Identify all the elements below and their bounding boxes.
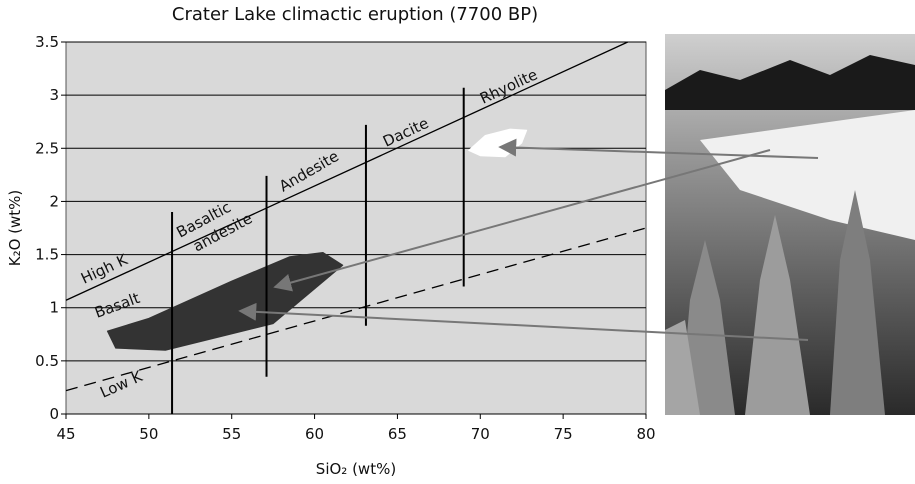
x-tick-label: 75 [554,425,573,443]
y-tick-label: 1 [49,299,59,317]
boundary-line [65,227,647,392]
y-tick-label: 0.5 [35,352,59,370]
y-tick-label: 2 [49,192,59,210]
x-tick-label: 55 [222,425,241,443]
plot-area [65,41,647,415]
y-tick-label: 1.5 [35,246,59,264]
y-tick-label: 3 [49,86,59,104]
arrow [238,302,809,341]
chart-title: Crater Lake climactic eruption (7700 BP) [172,4,538,25]
y-tick-label: 0 [49,405,59,423]
arrow [498,138,819,159]
x-tick-label: 45 [56,425,75,443]
y-tick-label: 3.5 [35,33,59,51]
x-tick-label: 80 [636,425,655,443]
x-axis-label: SiO₂ (wt%) [316,460,396,478]
x-tick-label: 65 [388,425,407,443]
x-tick-label: 60 [305,425,324,443]
photo [665,34,915,415]
x-tick-label: 50 [139,425,158,443]
y-tick-label: 2.5 [35,139,59,157]
boundary-line [65,41,629,301]
arrow [273,149,771,292]
y-axis-label: K₂O (wt%) [6,190,24,267]
x-tick-label: 70 [471,425,490,443]
